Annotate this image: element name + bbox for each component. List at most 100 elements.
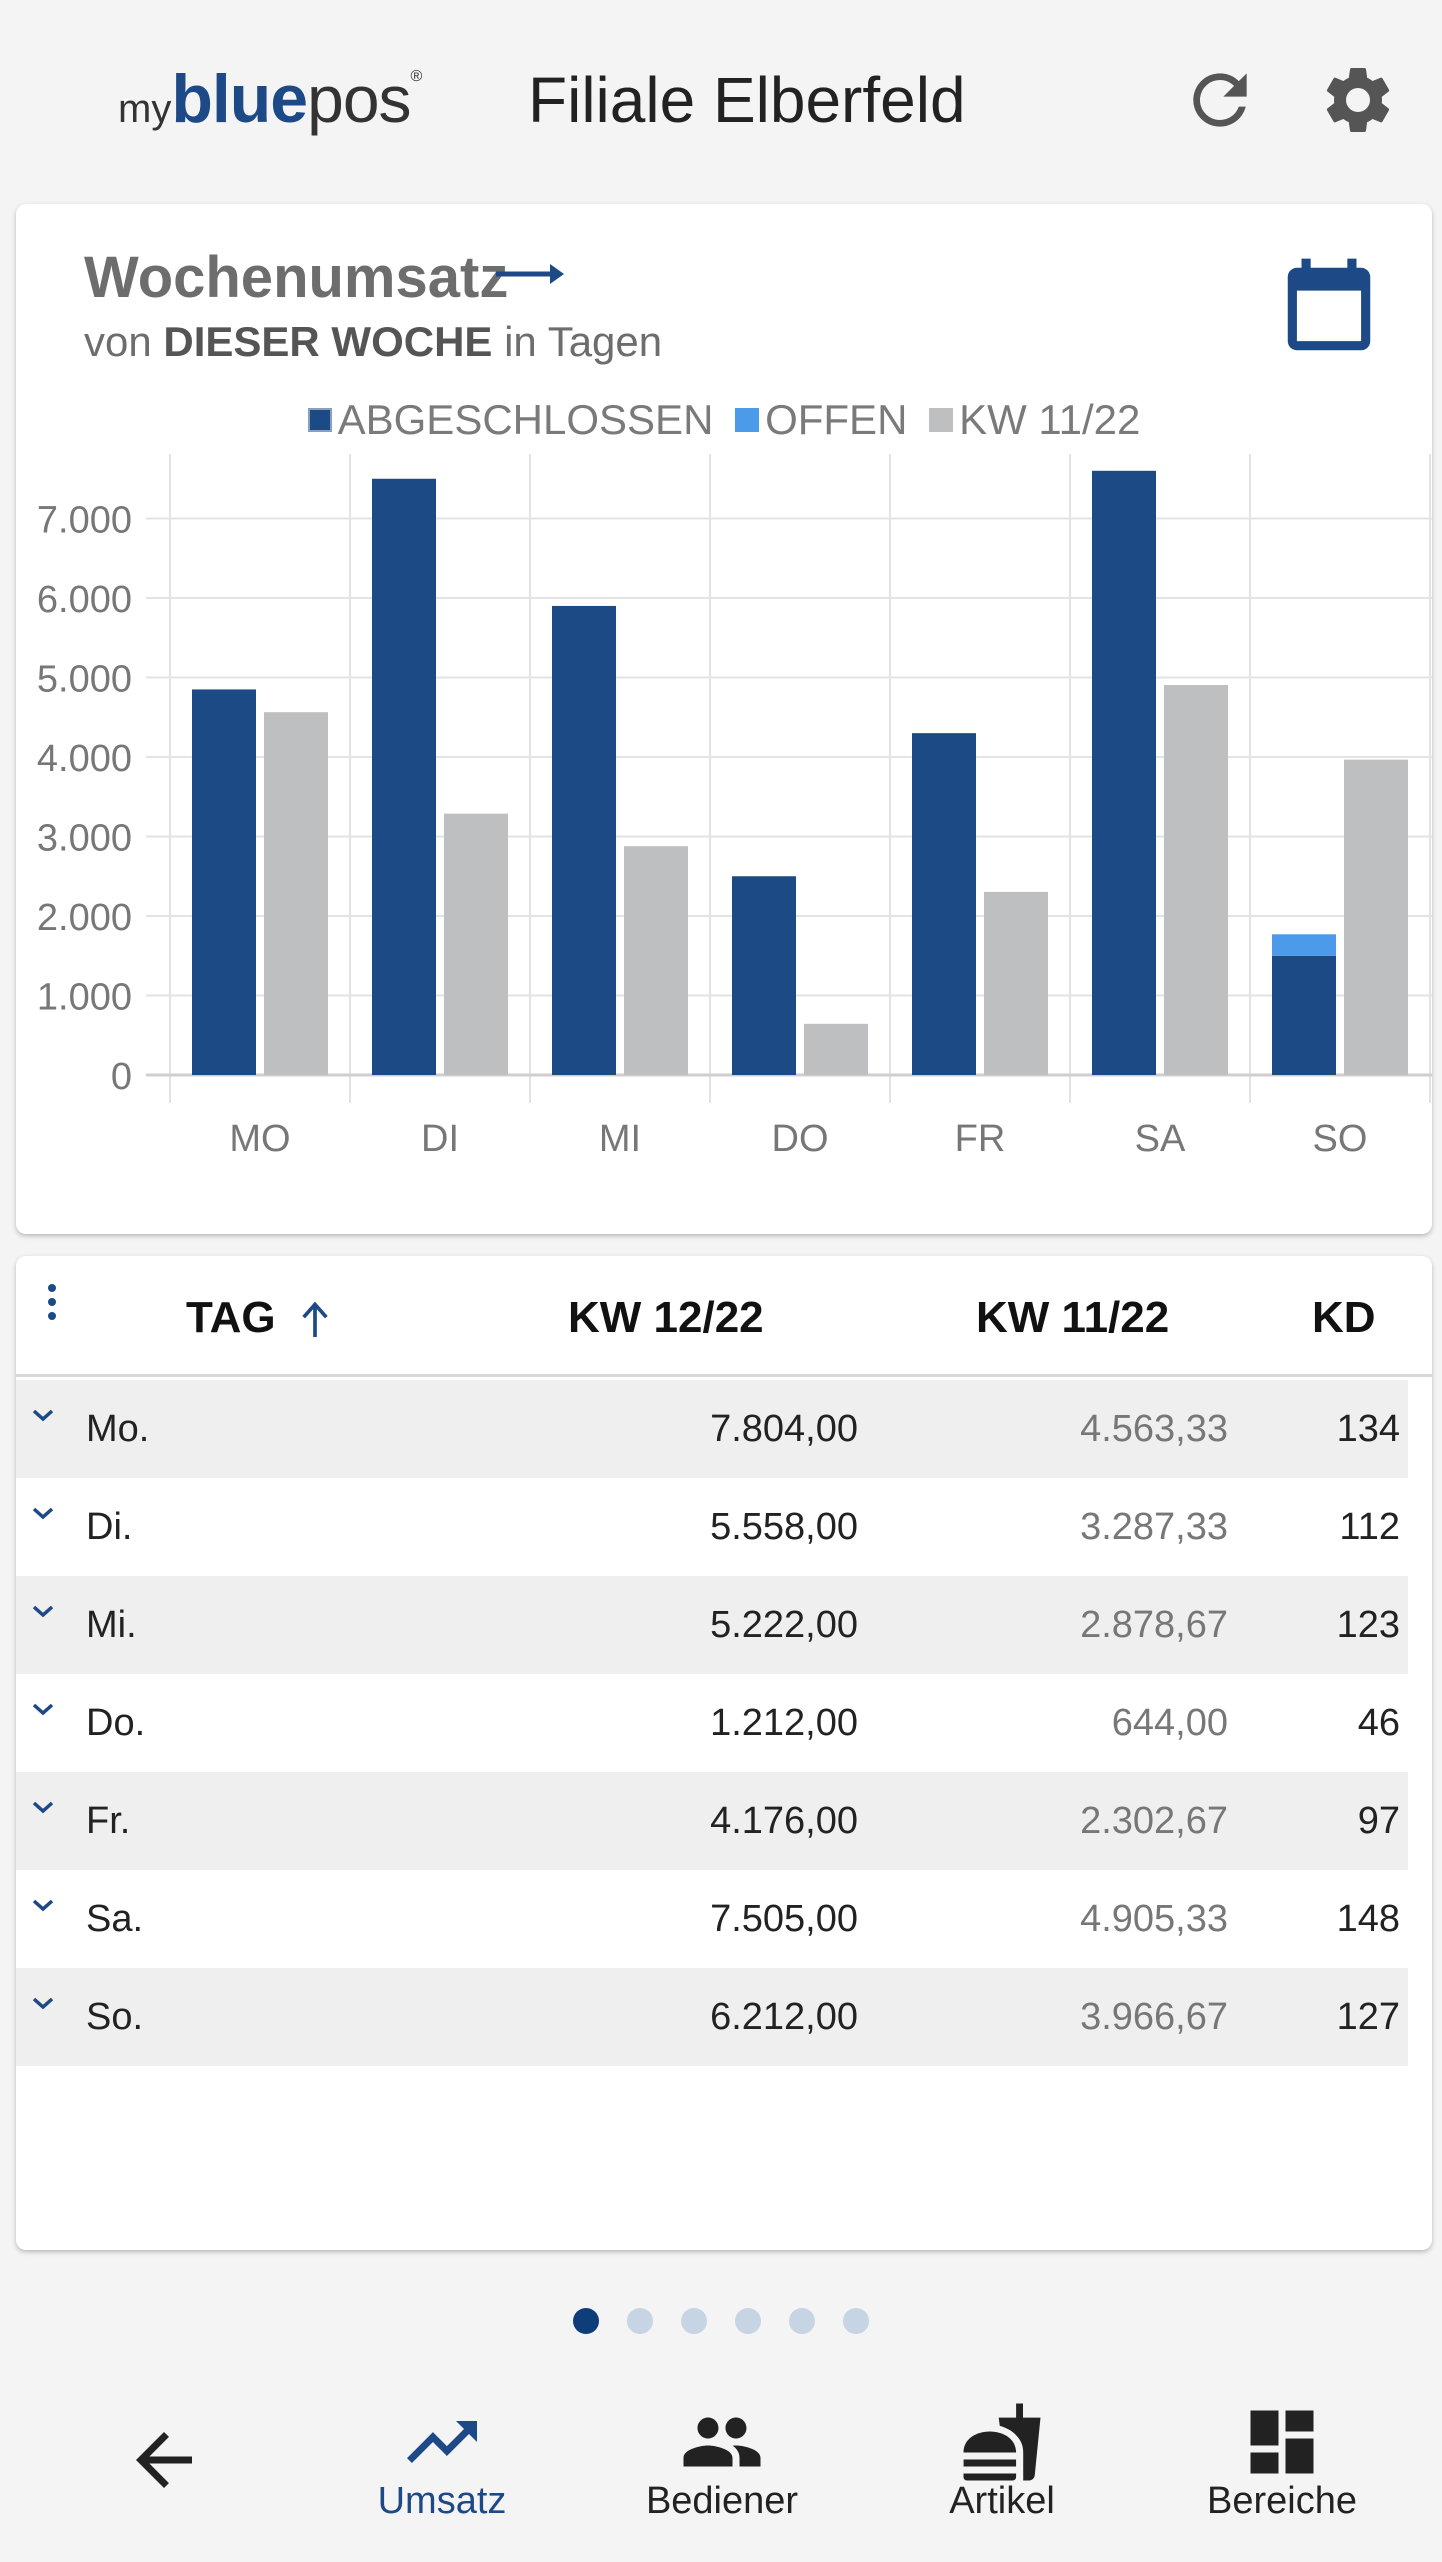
header-divider — [16, 1374, 1432, 1377]
y-tick-label: 0 — [111, 1056, 132, 1098]
chevron-down-icon[interactable] — [28, 1502, 58, 1526]
bar-kw-prev[interactable] — [444, 813, 508, 1075]
nav-label: Artikel — [949, 2480, 1055, 2522]
nav-item-bereiche[interactable]: Bereiche — [1142, 2380, 1422, 2562]
cell-kw12: 5.558,00 — [710, 1506, 858, 1548]
x-tick-label: SO — [1313, 1118, 1368, 1160]
chevron-down-icon[interactable] — [28, 1698, 58, 1722]
bar-abgeschlossen[interactable] — [552, 605, 616, 1075]
page-dot[interactable] — [843, 2308, 869, 2334]
nav-item-artikel[interactable]: Artikel — [862, 2380, 1142, 2562]
bar-kw-prev[interactable] — [1344, 759, 1408, 1075]
column-header-kw11[interactable]: KW 11/22 — [976, 1293, 1170, 1342]
table-row[interactable]: Fr. 4.176,00 2.302,67 97 — [16, 1772, 1408, 1870]
bar-kw-prev[interactable] — [1164, 685, 1228, 1075]
sort-ascending-icon[interactable] — [298, 1300, 332, 1340]
page-indicator — [0, 2308, 1442, 2339]
cell-day: Mi. — [86, 1604, 137, 1646]
chart-legend: ABGESCHLOSSEN OFFEN KW 11/22 — [16, 394, 1432, 444]
legend-item-offen[interactable]: OFFEN — [735, 396, 907, 444]
gear-icon[interactable] — [1318, 60, 1398, 140]
page-dot[interactable] — [789, 2308, 815, 2334]
app-header: mybluepos® Filiale Elberfeld — [0, 0, 1442, 200]
table-row[interactable]: Do. 1.212,00 644,00 46 — [16, 1674, 1408, 1772]
bottom-navigation: Umsatz Bediener Artikel Bereiche — [0, 2380, 1442, 2562]
more-vert-icon[interactable] — [40, 1280, 64, 1330]
bar-kw-prev[interactable] — [804, 1023, 868, 1075]
cell-kw12: 4.176,00 — [710, 1800, 858, 1842]
revenue-table-card: TAG KW 12/22 KW 11/22 KD Mo. 7.804,00 4.56… — [16, 1256, 1432, 2250]
table-row[interactable]: Mo. 7.804,00 4.563,33 134 — [16, 1380, 1408, 1478]
y-tick-label: 2.000 — [37, 897, 132, 939]
bar-kw-prev[interactable] — [624, 846, 688, 1075]
subtitle-period: DIESER WOCHE — [163, 318, 493, 365]
cell-kd: 112 — [1339, 1506, 1400, 1548]
bar-offen[interactable] — [1272, 934, 1336, 956]
x-tick-label: DI — [421, 1118, 459, 1160]
cell-day: Mo. — [86, 1408, 150, 1450]
chevron-down-icon[interactable] — [28, 1404, 58, 1428]
nav-label: Bediener — [645, 2480, 799, 2522]
legend-label: KW 11/22 — [959, 396, 1141, 443]
refresh-icon[interactable] — [1180, 60, 1260, 140]
arrow-right-icon[interactable] — [494, 254, 566, 294]
cell-kw11: 3.966,67 — [1080, 1996, 1228, 2038]
legend-item-abgeschlossen[interactable]: ABGESCHLOSSEN — [307, 396, 713, 444]
legend-item-kw-prev[interactable]: KW 11/22 — [929, 396, 1140, 444]
chevron-down-icon[interactable] — [28, 1894, 58, 1918]
cell-kd: 127 — [1336, 1996, 1400, 2038]
app-logo: mybluepos® — [118, 60, 422, 140]
nav-label: Bereiche — [1207, 2480, 1357, 2522]
bar-kw-prev[interactable] — [984, 891, 1048, 1075]
legend-swatch — [929, 408, 954, 432]
calendar-icon[interactable] — [1274, 254, 1384, 364]
table-row[interactable]: So. 6.212,00 3.966,67 127 — [16, 1968, 1408, 2066]
bar-abgeschlossen[interactable] — [192, 689, 256, 1075]
card-title: Wochenumsatz — [84, 245, 509, 310]
cell-kw12: 6.212,00 — [710, 1996, 858, 2038]
logo-my: my — [118, 87, 172, 131]
logo-registered: ® — [410, 68, 423, 85]
cell-kw12: 7.804,00 — [710, 1408, 858, 1450]
people-icon — [683, 2417, 761, 2467]
cell-day: Fr. — [86, 1800, 131, 1842]
legend-swatch — [735, 408, 760, 432]
bar-abgeschlossen[interactable] — [372, 478, 436, 1075]
y-tick-label: 1.000 — [37, 977, 132, 1019]
legend-label: OFFEN — [765, 396, 908, 443]
column-header-tag[interactable]: TAG — [186, 1288, 332, 1348]
bar-abgeschlossen[interactable] — [732, 876, 796, 1075]
y-tick-label: 4.000 — [37, 738, 132, 780]
nav-item-umsatz[interactable]: Umsatz — [302, 2380, 582, 2562]
x-tick-label: MI — [599, 1118, 641, 1160]
bar-abgeschlossen[interactable] — [1092, 470, 1156, 1075]
bar-abgeschlossen[interactable] — [1272, 955, 1336, 1075]
cell-kw11: 2.302,67 — [1080, 1800, 1228, 1842]
chevron-down-icon[interactable] — [28, 1796, 58, 1820]
y-tick-label: 8.000 — [37, 454, 132, 462]
x-tick-label: MO — [229, 1118, 290, 1160]
x-tick-label: FR — [955, 1118, 1006, 1160]
table-row[interactable]: Mi. 5.222,00 2.878,67 123 — [16, 1576, 1408, 1674]
back-button[interactable] — [24, 2380, 304, 2562]
bar-abgeschlossen[interactable] — [912, 733, 976, 1075]
column-header-kw12[interactable]: KW 12/22 — [568, 1293, 764, 1342]
page-title: Filiale Elberfeld — [528, 64, 966, 136]
subtitle-prefix: von — [84, 318, 152, 365]
cell-kd: 46 — [1357, 1702, 1400, 1744]
chevron-down-icon[interactable] — [28, 1992, 58, 2016]
page-dot[interactable] — [573, 2308, 599, 2334]
table-row[interactable]: Di. 5.558,00 3.287,33 112 — [16, 1478, 1408, 1576]
bar-kw-prev[interactable] — [264, 712, 328, 1075]
column-header-kd[interactable]: KD — [1312, 1293, 1376, 1342]
page-dot[interactable] — [627, 2308, 653, 2334]
y-tick-label: 3.000 — [37, 818, 132, 860]
page-dot[interactable] — [681, 2308, 707, 2334]
table-row[interactable]: Sa. 7.505,00 4.905,33 148 — [16, 1870, 1408, 1968]
nav-item-bediener[interactable]: Bediener — [582, 2380, 862, 2562]
weekly-revenue-card: Wochenumsatz von DIESER WOCHE in Tagen A… — [16, 204, 1432, 1234]
cell-kw12: 1.212,00 — [710, 1702, 858, 1744]
chevron-down-icon[interactable] — [28, 1600, 58, 1624]
page-dot[interactable] — [735, 2308, 761, 2334]
cell-day: Di. — [86, 1506, 133, 1548]
